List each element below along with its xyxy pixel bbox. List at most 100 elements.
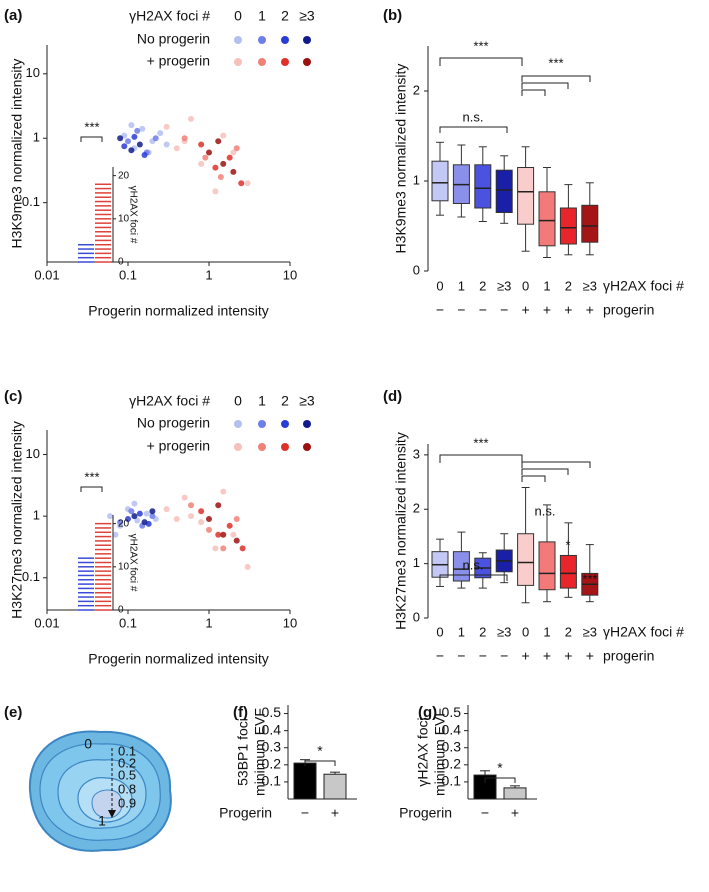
bar [293, 762, 317, 800]
evf-label: 0.8 [118, 781, 136, 796]
evf-label: 1 [98, 813, 106, 829]
x-tick-label: 0.1 [119, 267, 137, 282]
y-tick-label: 1 [413, 555, 420, 570]
point [188, 115, 195, 122]
legend-title: γH2AX foci # [129, 393, 210, 409]
x-tick-label: 1 [458, 624, 465, 639]
point [157, 130, 164, 137]
y-axis-label: H3K9me3 normalized intensity [393, 64, 409, 254]
point [121, 143, 128, 150]
y-tick-label: 0.2 [262, 756, 282, 772]
bracket [304, 760, 336, 766]
point [128, 147, 135, 154]
progerin-sign: + [564, 302, 572, 318]
legend-row: + progerin [147, 53, 210, 69]
annotation: *** [582, 571, 597, 586]
point [173, 515, 180, 522]
x-tick-label: 2 [479, 624, 486, 639]
bar [323, 773, 347, 800]
point [198, 141, 205, 148]
x-tick-label: 0.01 [34, 267, 59, 282]
bracket [521, 475, 546, 482]
bracket [439, 574, 508, 581]
progerin-sign: − [500, 648, 508, 664]
annotation: *** [84, 469, 99, 484]
y-tick-label: 0.1 [262, 773, 282, 789]
inset-tick-label: 10 [118, 213, 130, 224]
box [495, 169, 513, 213]
x-tick-label: 0.1 [119, 615, 137, 630]
box [581, 204, 599, 243]
point [198, 508, 205, 515]
point [128, 122, 135, 129]
legend-swatch [281, 443, 289, 451]
point [198, 519, 205, 526]
inset-tick-label: 0 [118, 257, 124, 268]
point [233, 145, 240, 152]
x-axis-label: Progerin normalized intensity [88, 651, 269, 667]
box [538, 191, 556, 247]
legend-swatch [303, 443, 311, 451]
legend-swatch [303, 58, 311, 66]
point [139, 125, 146, 132]
point [244, 180, 251, 187]
y-tick-label: 1 [413, 172, 420, 187]
point [136, 141, 143, 148]
y-axis-label: γH2AX foci [415, 717, 431, 786]
x-tick-label: 0 [436, 624, 443, 639]
evf-diagram [28, 730, 172, 852]
box [517, 533, 535, 586]
panel-label: (f) [233, 704, 248, 721]
x-axis-label: Progerin [399, 805, 452, 821]
point [206, 526, 212, 533]
x-tick-label: 1 [543, 624, 550, 639]
point [188, 502, 195, 509]
point [136, 510, 143, 517]
x-tick-label: 0 [522, 624, 529, 639]
progerin-sign: − [479, 648, 487, 664]
y-tick-label: 0.3 [262, 738, 282, 754]
bracket [521, 468, 569, 475]
x-tick-label: ≥3 [497, 278, 511, 293]
inset-tick-label: 20 [118, 518, 130, 529]
point [206, 149, 212, 156]
point [220, 488, 227, 495]
point [152, 135, 159, 142]
x-tick-label: 10 [283, 267, 297, 282]
box [431, 160, 449, 202]
progerin-sign: − [436, 648, 444, 664]
point [141, 151, 148, 158]
progerin-sign: + [564, 648, 572, 664]
bar [503, 787, 527, 800]
annotation: *** [473, 38, 488, 53]
inset-y-label: γH2AX foci # [127, 534, 138, 592]
row-label: progerin [603, 648, 654, 664]
progerin-sign: − [457, 648, 465, 664]
legend-swatch [281, 58, 289, 66]
point [125, 138, 131, 145]
y-axis-label: H3K9me3 normalized intensity [9, 59, 25, 249]
point [244, 563, 251, 570]
panel-label: (c) [4, 388, 22, 405]
point [134, 517, 141, 524]
box [517, 167, 535, 225]
bracket [80, 486, 103, 492]
point [131, 500, 138, 507]
point [143, 510, 150, 517]
legend-column: 2 [281, 393, 289, 409]
box [559, 207, 577, 245]
annotation: *** [84, 119, 99, 134]
x-axis-label: γH2AX foci # [603, 624, 684, 640]
point [198, 160, 205, 167]
annotation: * [317, 743, 323, 759]
point [117, 519, 124, 526]
point [125, 515, 131, 522]
bracket [80, 136, 103, 142]
legend-swatch [234, 58, 242, 66]
progerin-sign: + [543, 648, 551, 664]
point [220, 531, 227, 538]
x-tick-label: 2 [565, 624, 572, 639]
point [112, 531, 119, 538]
y-tick-label: 0.1 [22, 569, 40, 584]
y-tick-label: 1 [33, 130, 40, 145]
